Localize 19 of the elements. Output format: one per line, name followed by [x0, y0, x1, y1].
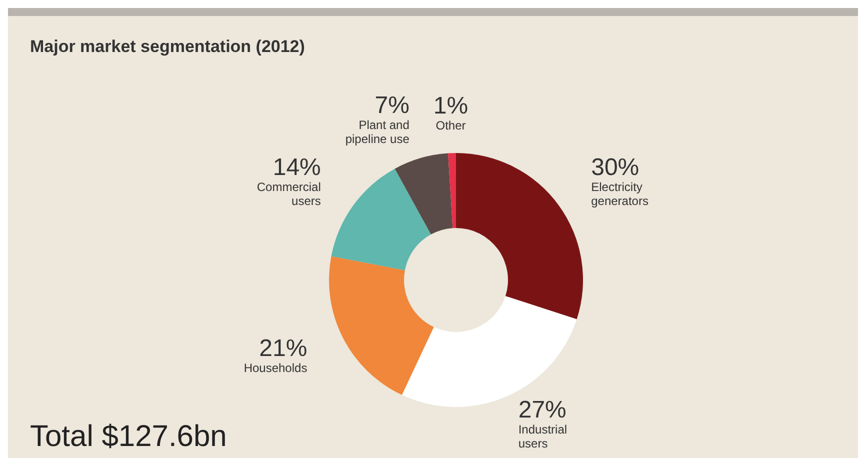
- data-label: 27%: [518, 396, 566, 424]
- donut-slice: [448, 153, 456, 228]
- donut-slice: [331, 168, 431, 270]
- data-label: 14%: [272, 154, 321, 182]
- donut-slice: [456, 153, 583, 320]
- data-label: 30%: [591, 154, 640, 182]
- slice-label: Electricity generators: [591, 180, 648, 208]
- slice-label: Households: [244, 361, 308, 376]
- donut-slice: [394, 153, 453, 234]
- data-label: 1%: [433, 92, 468, 120]
- data-label: 21%: [259, 335, 308, 362]
- slice-label: Commercial users: [256, 180, 321, 208]
- slice-label: Other: [436, 118, 466, 132]
- data-label: 7%: [374, 92, 410, 119]
- text: Total $127.6bn: [30, 420, 227, 453]
- slice-label: Plant and pipeline use: [345, 118, 410, 146]
- donut-slice: [329, 256, 434, 395]
- slice-label: Industrial users: [518, 422, 568, 450]
- chart-title: Major market segmentation (2012): [30, 37, 305, 56]
